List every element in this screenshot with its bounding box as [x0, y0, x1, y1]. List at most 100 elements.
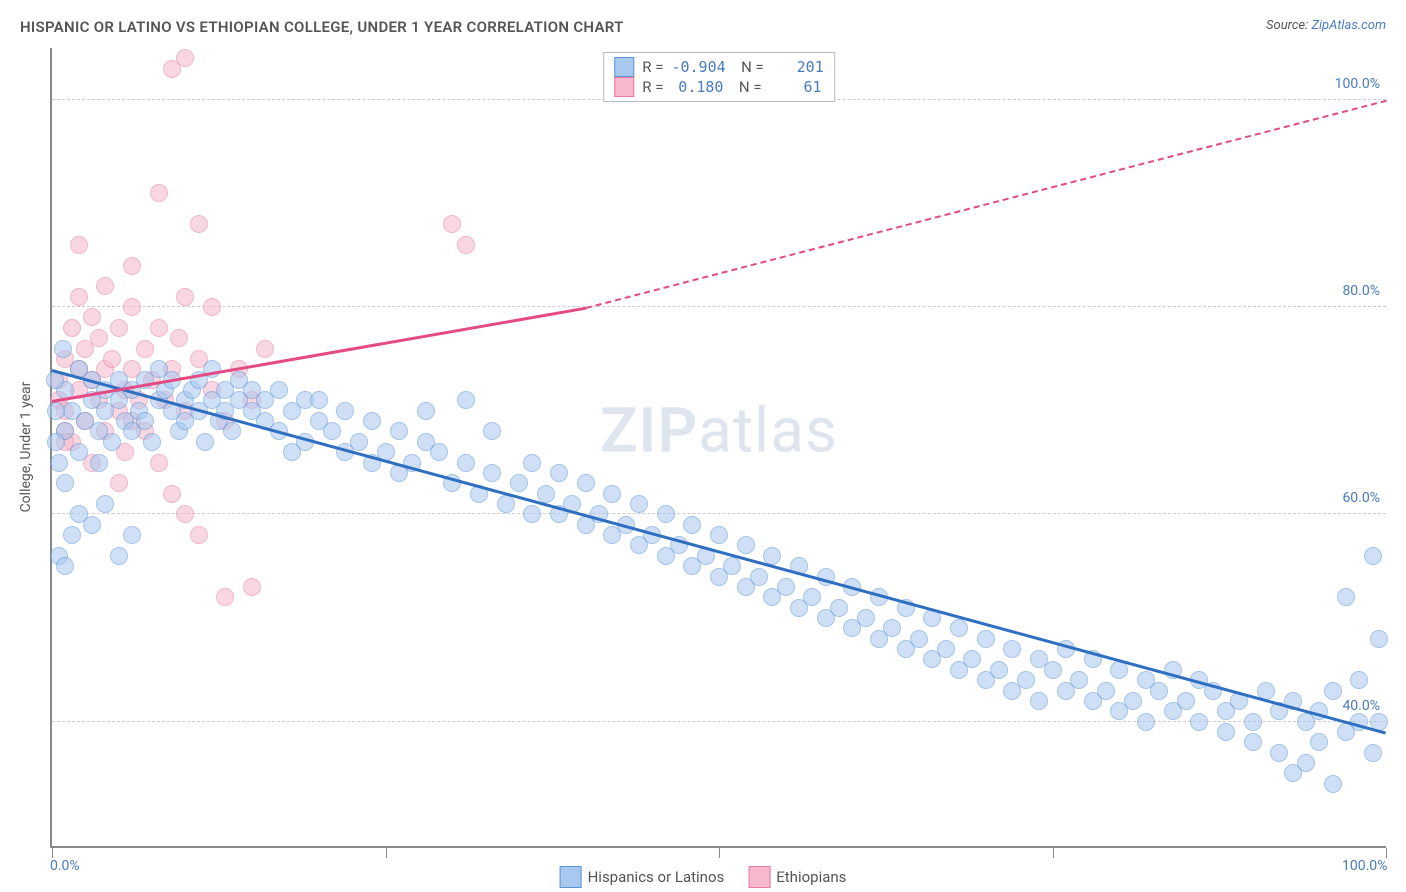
scatter-point	[1003, 640, 1021, 658]
scatter-point	[143, 433, 161, 451]
scatter-point	[336, 402, 354, 420]
scatter-point	[270, 381, 288, 399]
scatter-point	[90, 329, 108, 347]
scatter-point	[777, 578, 795, 596]
scatter-point	[54, 340, 72, 358]
scatter-point	[457, 454, 475, 472]
scatter-plot-area: College, Under 1 year ZIPatlas 40.0%60.0…	[50, 48, 1386, 848]
scatter-point	[50, 454, 68, 472]
scatter-point	[1244, 713, 1262, 731]
gridline	[52, 721, 1386, 722]
trend-line	[52, 307, 586, 403]
scatter-point	[483, 422, 501, 440]
scatter-point	[417, 402, 435, 420]
scatter-point	[136, 412, 154, 430]
scatter-point	[577, 474, 595, 492]
scatter-point	[170, 329, 188, 347]
scatter-point	[1337, 588, 1355, 606]
scatter-point	[203, 298, 221, 316]
legend-bottom: Hispanics or LatinosEthiopians	[560, 866, 847, 888]
scatter-point	[1244, 733, 1262, 751]
scatter-point	[123, 526, 141, 544]
scatter-point	[603, 485, 621, 503]
scatter-point	[1137, 713, 1155, 731]
legend-swatch	[748, 866, 770, 888]
correlation-stats-box: R =-0.904 N =201R =0.180 N =61	[603, 52, 835, 102]
scatter-point	[1017, 671, 1035, 689]
y-axis-tick-label: 40.0%	[1342, 698, 1380, 714]
scatter-point	[123, 298, 141, 316]
stat-r-value: -0.904	[671, 58, 725, 76]
x-axis-tick-label: 0.0%	[50, 858, 80, 874]
scatter-point	[176, 49, 194, 67]
scatter-point	[196, 433, 214, 451]
scatter-point	[523, 454, 541, 472]
source-credit: Source: ZipAtlas.com	[1266, 18, 1386, 33]
scatter-point	[803, 588, 821, 606]
watermark-atlas: atlas	[698, 395, 838, 468]
scatter-point	[323, 422, 341, 440]
scatter-point	[537, 485, 555, 503]
scatter-point	[1324, 682, 1342, 700]
scatter-point	[63, 526, 81, 544]
x-axis-tick	[52, 848, 53, 858]
correlation-stats-row: R =-0.904 N =201	[614, 57, 824, 77]
stat-n-value: 201	[772, 58, 824, 76]
scatter-point	[70, 505, 88, 523]
scatter-point	[1030, 692, 1048, 710]
scatter-point	[550, 464, 568, 482]
scatter-point	[96, 495, 114, 513]
scatter-point	[1297, 754, 1315, 772]
scatter-point	[1350, 671, 1368, 689]
scatter-point	[1270, 744, 1288, 762]
scatter-point	[310, 391, 328, 409]
scatter-point	[110, 319, 128, 337]
scatter-point	[256, 340, 274, 358]
y-axis-tick-label: 100.0%	[1335, 76, 1380, 92]
scatter-point	[750, 568, 768, 586]
stat-n-label: N =	[731, 78, 761, 96]
x-axis-tick	[386, 848, 387, 858]
scatter-point	[990, 661, 1008, 679]
scatter-point	[103, 350, 121, 368]
trend-line-extrapolated	[585, 100, 1386, 309]
scatter-point	[1044, 661, 1062, 679]
scatter-point	[963, 650, 981, 668]
scatter-point	[883, 619, 901, 637]
source-link[interactable]: ZipAtlas.com	[1311, 18, 1386, 33]
scatter-point	[430, 443, 448, 461]
scatter-point	[950, 619, 968, 637]
legend-label: Ethiopians	[776, 868, 846, 886]
scatter-point	[63, 319, 81, 337]
scatter-point	[90, 454, 108, 472]
scatter-point	[136, 340, 154, 358]
legend-swatch	[614, 57, 634, 77]
scatter-point	[70, 236, 88, 254]
x-axis-tick	[719, 848, 720, 858]
y-axis-tick-label: 80.0%	[1342, 283, 1380, 299]
scatter-point	[683, 516, 701, 534]
scatter-point	[977, 630, 995, 648]
scatter-point	[47, 433, 65, 451]
scatter-point	[110, 474, 128, 492]
stat-n-value: 61	[770, 78, 822, 96]
scatter-point	[1370, 630, 1388, 648]
scatter-point	[737, 536, 755, 554]
scatter-point	[1364, 547, 1382, 565]
scatter-point	[176, 288, 194, 306]
x-axis-tick	[1386, 848, 1387, 858]
scatter-point	[937, 640, 955, 658]
scatter-point	[363, 412, 381, 430]
chart-title: HISPANIC OR LATINO VS ETHIOPIAN COLLEGE,…	[20, 18, 624, 36]
y-axis-title: College, Under 1 year	[18, 382, 34, 513]
x-axis-tick-label: 100.0%	[1342, 858, 1387, 874]
scatter-point	[150, 319, 168, 337]
scatter-point	[710, 526, 728, 544]
scatter-point	[910, 630, 928, 648]
scatter-point	[163, 485, 181, 503]
scatter-point	[523, 505, 541, 523]
y-axis-tick-label: 60.0%	[1342, 490, 1380, 506]
scatter-point	[630, 495, 648, 513]
scatter-point	[150, 454, 168, 472]
scatter-point	[1097, 682, 1115, 700]
